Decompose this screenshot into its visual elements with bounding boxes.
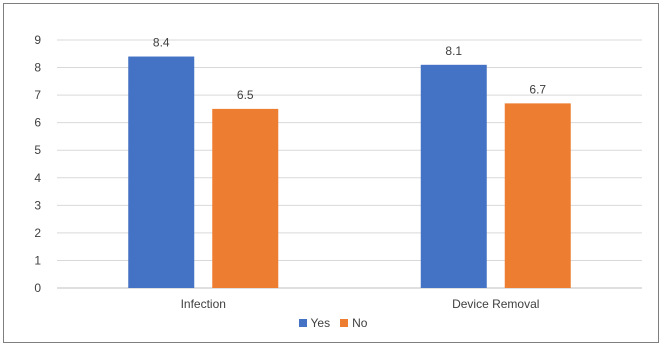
legend-swatch-yes [298, 319, 307, 327]
data-label: 8.1 [445, 44, 462, 58]
data-label: 6.5 [237, 88, 254, 102]
y-axis-ticks: 0 1 2 3 4 5 6 7 8 9 [34, 33, 41, 295]
y-tick-label: 4 [34, 171, 41, 185]
y-tick-label: 3 [34, 198, 41, 212]
data-labels: 8.4 6.5 8.1 6.7 [153, 36, 547, 102]
y-tick-label: 8 [34, 61, 41, 75]
x-tick-label: Infection [181, 297, 226, 311]
bars [128, 56, 571, 289]
bar-infection-yes [128, 56, 195, 289]
bar-device-removal-no [504, 103, 571, 288]
data-label: 8.4 [153, 36, 170, 50]
y-tick-label: 9 [34, 33, 41, 47]
bar-infection-no [212, 108, 279, 288]
y-tick-label: 1 [34, 253, 41, 267]
y-tick-label: 5 [34, 143, 41, 157]
legend: Yes No [0, 316, 666, 330]
legend-item-yes: Yes [298, 316, 331, 330]
legend-swatch-no [340, 319, 349, 327]
data-label: 6.7 [529, 82, 546, 96]
bar-device-removal-yes [420, 64, 487, 288]
x-tick-label: Device Removal [452, 297, 539, 311]
y-tick-label: 6 [34, 116, 41, 130]
y-tick-label: 7 [34, 88, 41, 102]
legend-item-no: No [340, 316, 367, 330]
legend-label-no: No [352, 316, 368, 330]
y-tick-label: 0 [34, 281, 41, 295]
legend-label-yes: Yes [310, 316, 331, 330]
y-tick-label: 2 [34, 226, 41, 240]
x-axis-ticks: Infection Device Removal [181, 297, 540, 311]
